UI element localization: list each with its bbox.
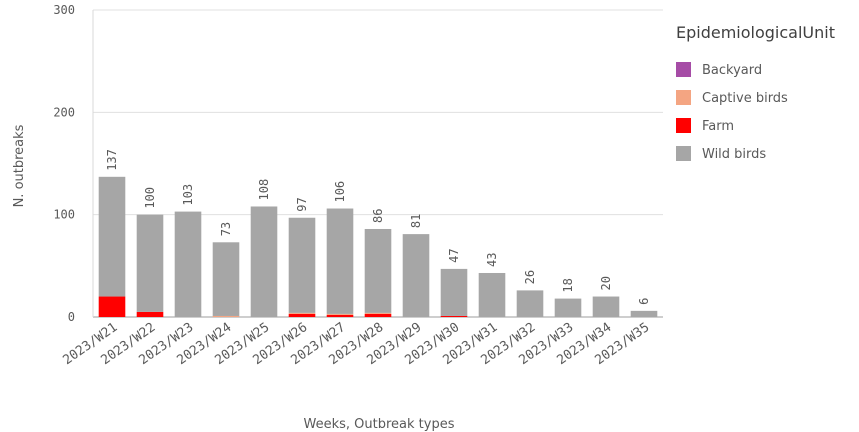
legend-item-label[interactable]: Farm: [702, 119, 734, 134]
bar-segment-wild-birds[interactable]: [288, 217, 316, 313]
bar-segment-farm[interactable]: [440, 315, 468, 317]
bar-segment-wild-birds[interactable]: [136, 214, 164, 312]
bar-segment-captive-birds[interactable]: [212, 315, 240, 317]
y-tick-label: 100: [53, 208, 75, 222]
bar-segment-wild-birds[interactable]: [402, 234, 430, 317]
bar-segment-farm[interactable]: [136, 311, 164, 317]
bar-segment-wild-birds[interactable]: [516, 290, 544, 317]
bar-segment-wild-birds[interactable]: [174, 211, 202, 317]
bar-total-label: 103: [181, 184, 195, 206]
bar-segment-captive-birds[interactable]: [364, 312, 392, 314]
bar-segment-wild-birds[interactable]: [554, 298, 582, 317]
bars: [98, 176, 658, 317]
bar-total-label: 6: [637, 298, 651, 305]
bar-segment-wild-birds[interactable]: [630, 310, 658, 317]
y-tick-label: 300: [53, 3, 75, 17]
bar-total-label: 86: [371, 209, 385, 223]
bar-total-label: 106: [333, 181, 347, 203]
legend-swatch: [676, 146, 691, 161]
legend-swatch: [676, 62, 691, 77]
y-tick-label: 200: [53, 105, 75, 119]
bar-segment-farm[interactable]: [98, 296, 126, 317]
bar-segment-captive-birds[interactable]: [288, 312, 316, 314]
bar-total-label: 20: [599, 276, 613, 290]
bar-total-label: 26: [523, 270, 537, 284]
bar-total-label: 47: [447, 248, 461, 262]
legend-swatch: [676, 90, 691, 105]
bar-segment-wild-birds[interactable]: [364, 228, 392, 313]
bar-segment-wild-birds[interactable]: [326, 208, 354, 314]
bar-total-label: 43: [485, 253, 499, 267]
bar-segment-farm[interactable]: [326, 314, 354, 317]
bar-segment-wild-birds[interactable]: [212, 242, 240, 316]
y-axis-title: N. outbreaks: [12, 124, 27, 207]
bar-segment-wild-birds[interactable]: [98, 176, 126, 297]
bar-segment-wild-birds[interactable]: [478, 272, 506, 317]
bar-segment-wild-birds[interactable]: [250, 206, 278, 317]
bar-segment-wild-birds[interactable]: [592, 296, 620, 317]
bar-total-label: 97: [295, 197, 309, 211]
legend-item-label[interactable]: Backyard: [702, 63, 762, 78]
legend-title: EpidemiologicalUnit: [676, 23, 835, 42]
y-axis: 0 100 200 300: [53, 3, 94, 324]
bar-total-label: 100: [143, 187, 157, 209]
bar-segment-wild-birds[interactable]: [440, 268, 468, 316]
legend-item-label[interactable]: Wild birds: [702, 147, 766, 162]
legend-item-label[interactable]: Captive birds: [702, 91, 788, 106]
bar-total-label: 81: [409, 214, 423, 228]
bar-total-label: 137: [105, 149, 119, 171]
bar-segment-captive-birds[interactable]: [326, 313, 354, 315]
bar-total-label: 73: [219, 222, 233, 236]
bar-segment-farm[interactable]: [364, 313, 392, 317]
y-tick-label: 0: [68, 310, 75, 324]
bar-total-label: 108: [257, 179, 271, 201]
data-labels: 137 100 103 73 108 97 106 86 81 47 43 26 18 20 6: [105, 149, 651, 305]
bar-segment-farm[interactable]: [288, 313, 316, 317]
x-axis: 2023/W212023/W222023/W232023/W242023/W25…: [60, 320, 652, 368]
legend-swatch: [676, 118, 691, 133]
bar-total-label: 18: [561, 278, 575, 292]
legend[interactable]: Backyard Captive birds Farm Wild birds: [676, 62, 788, 162]
x-axis-title: Weeks, Outbreak types: [304, 417, 455, 432]
